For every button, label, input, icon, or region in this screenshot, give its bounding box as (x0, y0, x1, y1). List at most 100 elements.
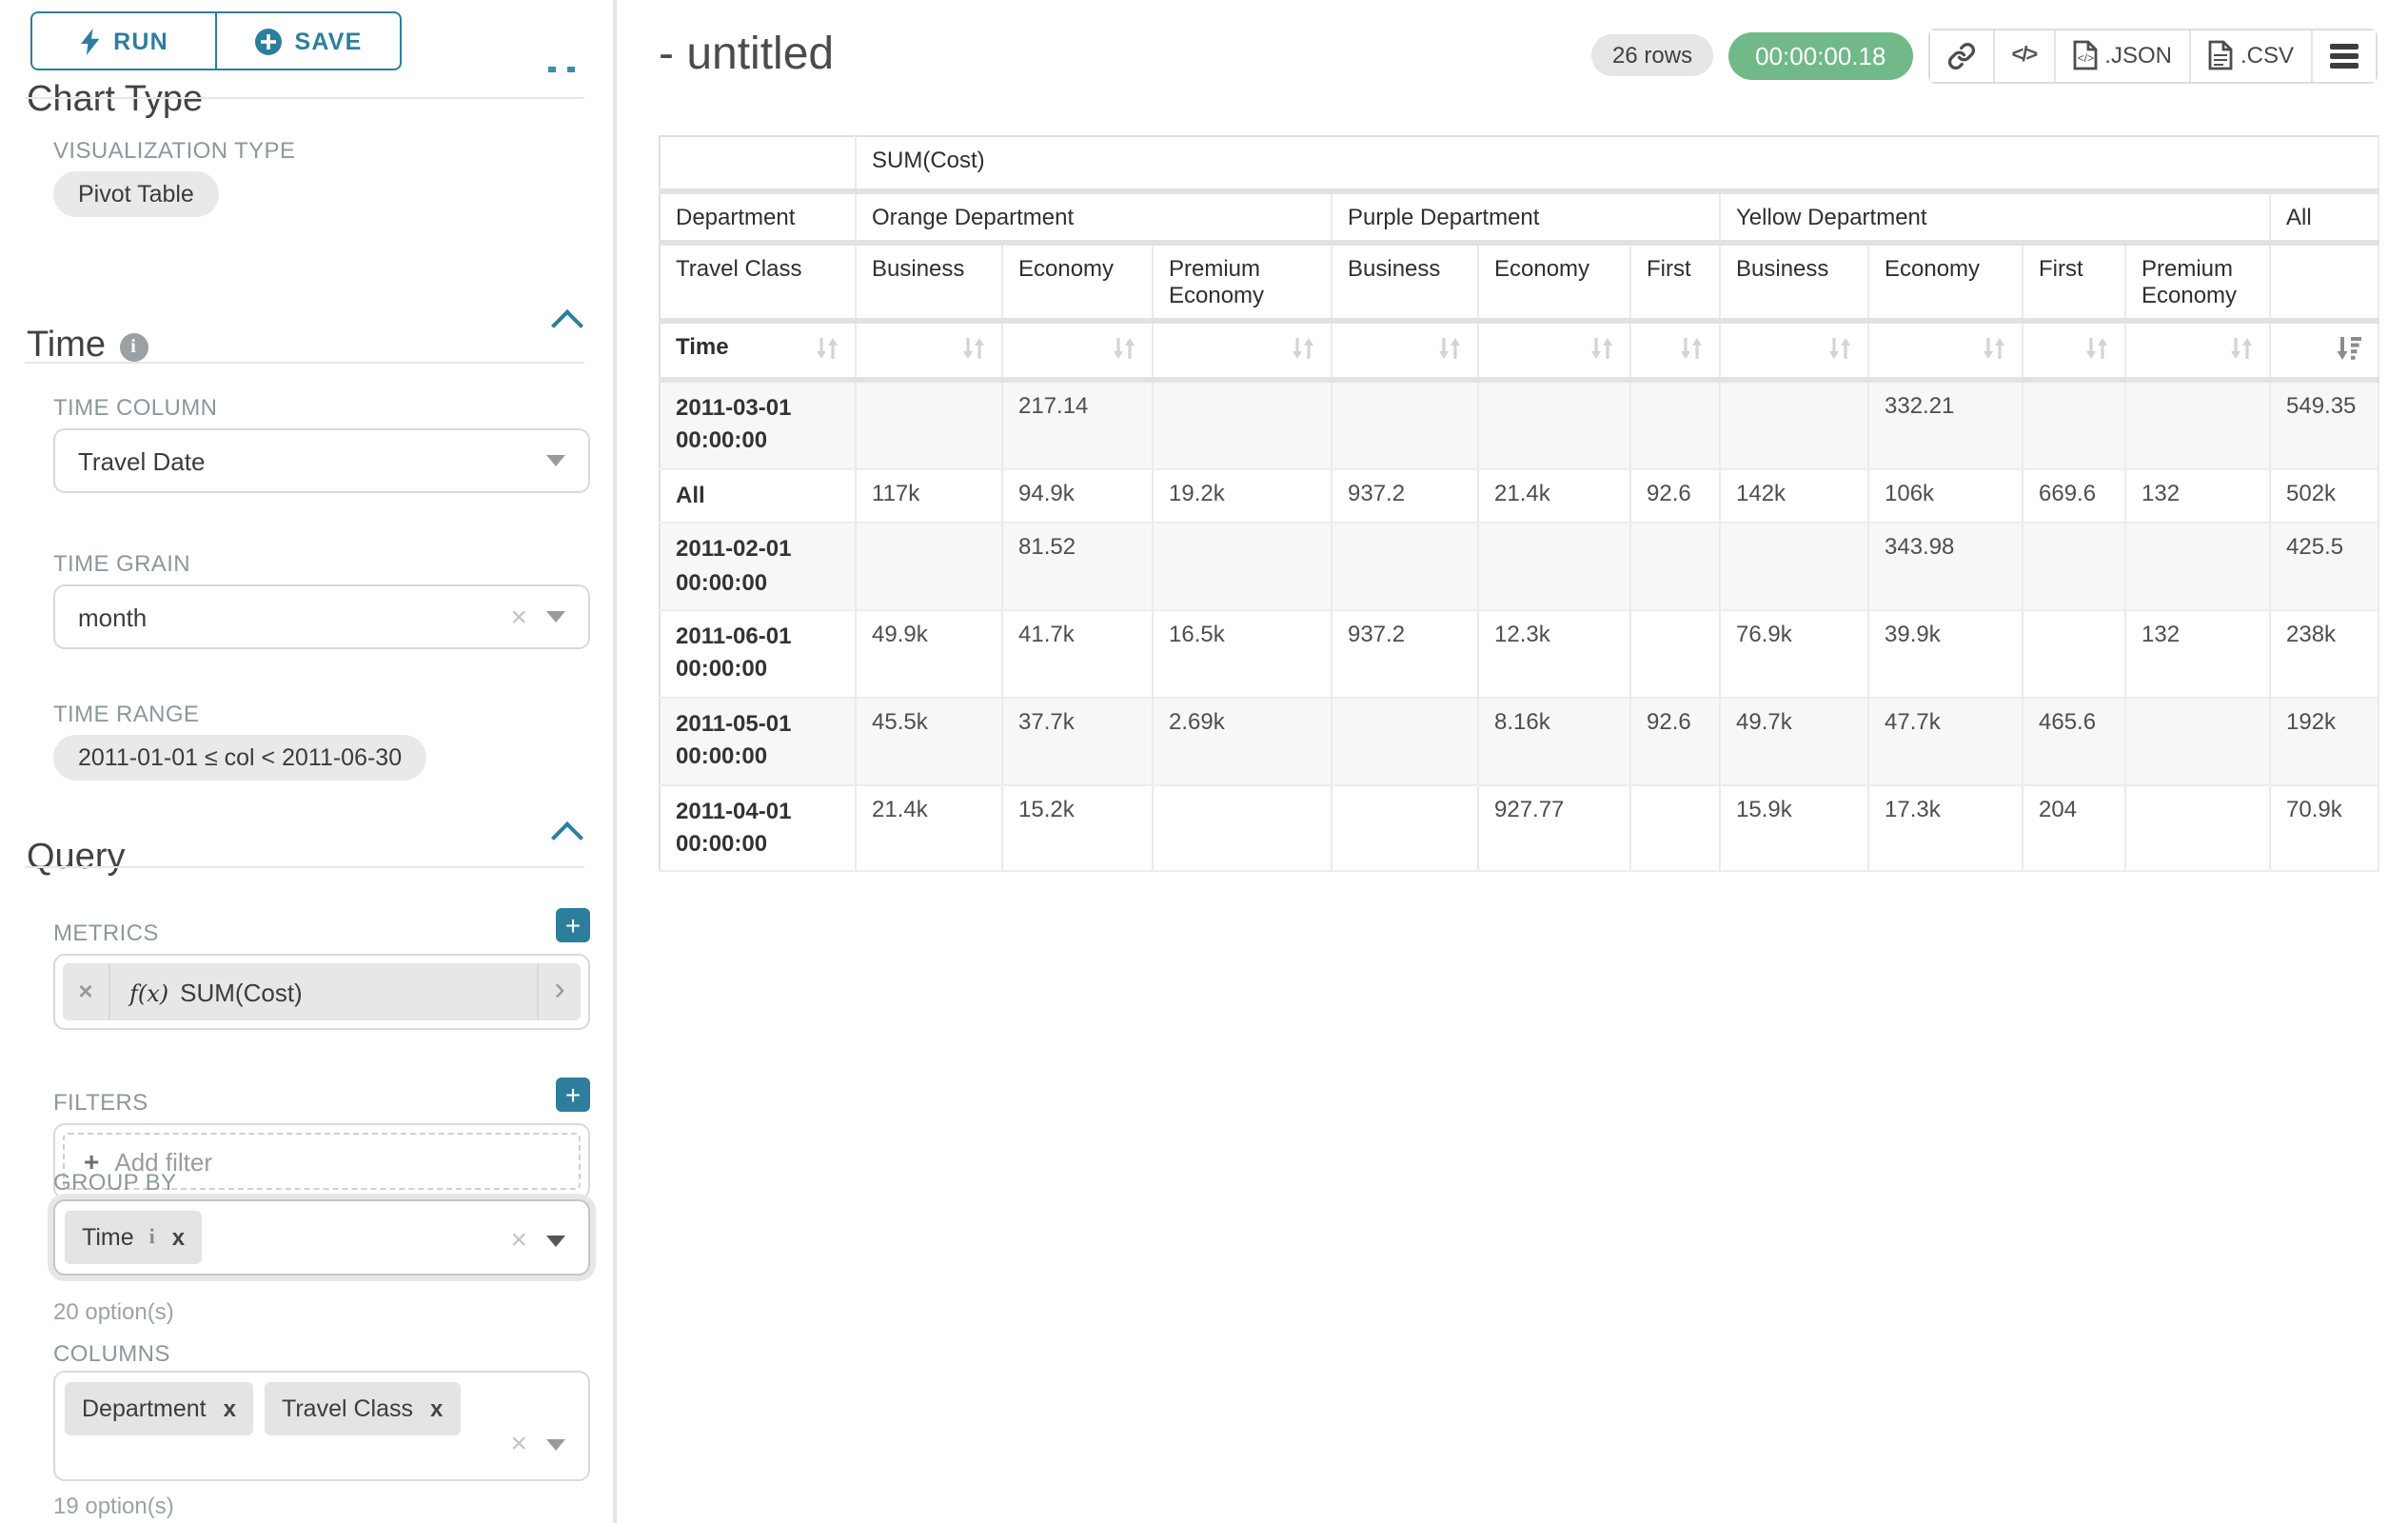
value-cell (2125, 523, 2271, 611)
department-header: All (2270, 191, 2379, 246)
sort-header-cell[interactable] (2023, 321, 2126, 383)
sort-header-cell[interactable] (1478, 321, 1631, 383)
travel-class-header: Economy (1478, 243, 1631, 324)
sort-icon[interactable] (2084, 335, 2109, 362)
chart-header: - untitled 26 rows 00:00:00.18 </> </> .… (659, 23, 2378, 88)
travel-class-header: Premium Economy (2125, 243, 2271, 324)
value-cell (1630, 609, 1721, 699)
metric-header-row: SUM(Cost) (660, 136, 2379, 194)
export-json-button[interactable]: </> .JSON (2055, 30, 2191, 81)
travel-class-header: Business (856, 243, 1003, 324)
sort-icon[interactable] (1679, 335, 1704, 362)
save-button[interactable]: SAVE (215, 11, 402, 70)
metric-chip[interactable]: × f(x) SUM(Cost) › (63, 963, 581, 1020)
add-filter-plus-button[interactable]: + (556, 1078, 590, 1112)
time-range-value[interactable]: 2011-01-01 ≤ col < 2011-06-30 (53, 735, 427, 781)
metric-name: SUM(Cost) (180, 978, 303, 1006)
sort-header-cell[interactable] (1002, 321, 1154, 383)
value-cell: 49.9k (856, 609, 1003, 699)
sort-icon[interactable] (815, 335, 839, 362)
chevron-down-icon (546, 455, 565, 466)
sort-header-cell[interactable] (1332, 321, 1479, 383)
sort-header-cell[interactable] (1868, 321, 2023, 383)
sort-icon[interactable] (1982, 335, 2006, 362)
value-cell: 217.14 (1002, 380, 1154, 470)
view-query-button[interactable]: </> (1994, 30, 2056, 81)
selected-option-tag[interactable]: Travel Class x (265, 1382, 461, 1435)
query-section-header[interactable]: Query (27, 837, 126, 878)
sort-header-cell[interactable] (1720, 321, 1869, 383)
divider (25, 866, 584, 868)
sort-icon[interactable] (1437, 335, 1462, 362)
sort-header-cell[interactable] (1153, 321, 1332, 383)
svg-text:</>: </> (2077, 51, 2093, 65)
value-cell (1630, 523, 1721, 611)
info-icon: i (119, 332, 148, 362)
value-cell: 70.9k (2270, 784, 2379, 873)
time-row-label[interactable]: Time (660, 321, 857, 383)
value-cell: 425.5 (2270, 523, 2379, 611)
add-metric-button[interactable]: + (556, 908, 590, 942)
value-cell (1332, 697, 1479, 786)
department-header: Purple Department (1332, 191, 1721, 246)
value-cell (2125, 380, 2271, 470)
value-cell: 937.2 (1332, 609, 1479, 699)
hamburger-icon (2330, 39, 2359, 71)
expand-metric-icon[interactable]: › (537, 963, 581, 1020)
sort-icon[interactable] (1291, 335, 1315, 362)
sort-header-cell[interactable] (856, 321, 1003, 383)
time-column-select[interactable]: Travel Date (53, 428, 590, 493)
filters-label: FILTERS (53, 1089, 148, 1116)
query-timer-badge: 00:00:00.18 (1728, 31, 1913, 79)
remove-tag-icon[interactable]: x (223, 1395, 236, 1422)
share-link-button[interactable] (1929, 30, 1995, 81)
sort-header-cell[interactable] (2270, 321, 2379, 383)
travel-class-header: Economy (1002, 243, 1154, 324)
time-grain-select[interactable]: month × (53, 584, 590, 649)
value-cell: 106k (1868, 468, 2023, 524)
sort-icon[interactable] (1827, 335, 1852, 362)
export-csv-button[interactable]: .CSV (2190, 30, 2313, 81)
clear-icon[interactable]: × (510, 601, 527, 633)
sort-icon[interactable] (1112, 335, 1136, 362)
add-filter-button[interactable]: + Add filter (63, 1133, 581, 1190)
value-cell: 343.98 (1868, 523, 2023, 611)
collapse-query-icon[interactable] (551, 821, 583, 854)
value-cell: 2.69k (1153, 697, 1332, 786)
value-cell (1153, 523, 1332, 611)
travel-class-header (2270, 243, 2379, 324)
remove-tag-icon[interactable]: x (171, 1224, 186, 1251)
sort-icon[interactable] (1589, 335, 1614, 362)
travel-class-header-row: Travel Class Business Economy Premium Econ… (660, 243, 2379, 324)
viz-type-label: VISUALIZATION TYPE (53, 137, 296, 164)
remove-tag-icon[interactable]: x (430, 1395, 444, 1422)
menu-button[interactable] (2313, 30, 2376, 81)
remove-metric-icon[interactable]: × (63, 963, 110, 1020)
value-cell: 465.6 (2023, 697, 2126, 786)
collapse-time-icon[interactable] (551, 309, 583, 342)
chart-title[interactable]: - untitled (659, 29, 835, 80)
sort-desc-icon[interactable] (2336, 335, 2362, 362)
viz-type-value[interactable]: Pivot Table (53, 171, 219, 217)
sort-icon[interactable] (961, 335, 986, 362)
divider (25, 97, 584, 99)
time-section-header[interactable]: Time i (27, 326, 148, 367)
run-button[interactable]: RUN (30, 11, 217, 70)
value-cell (1153, 380, 1332, 470)
selected-option-tag[interactable]: Department x (65, 1382, 253, 1435)
sort-header-cell[interactable] (2125, 321, 2271, 383)
department-header: Yellow Department (1720, 191, 2271, 246)
time-value-cell: 2011-03-01 00:00:00 (660, 380, 857, 470)
selected-option-tag[interactable]: Time i x (65, 1211, 203, 1264)
columns-options-caption: 19 option(s) (53, 1493, 174, 1519)
clear-icon[interactable]: × (510, 1224, 527, 1256)
sort-header-cell[interactable] (1630, 321, 1721, 383)
clear-icon[interactable]: × (510, 1428, 527, 1460)
value-cell: 21.4k (856, 784, 1003, 873)
metrics-box: × f(x) SUM(Cost) › (53, 954, 590, 1030)
sort-icon[interactable] (2229, 335, 2254, 362)
group-by-select[interactable]: Time i x × (53, 1199, 590, 1276)
columns-select[interactable]: Department x Travel Class x × (53, 1371, 590, 1481)
group-by-label: GROUP BY (53, 1169, 177, 1196)
